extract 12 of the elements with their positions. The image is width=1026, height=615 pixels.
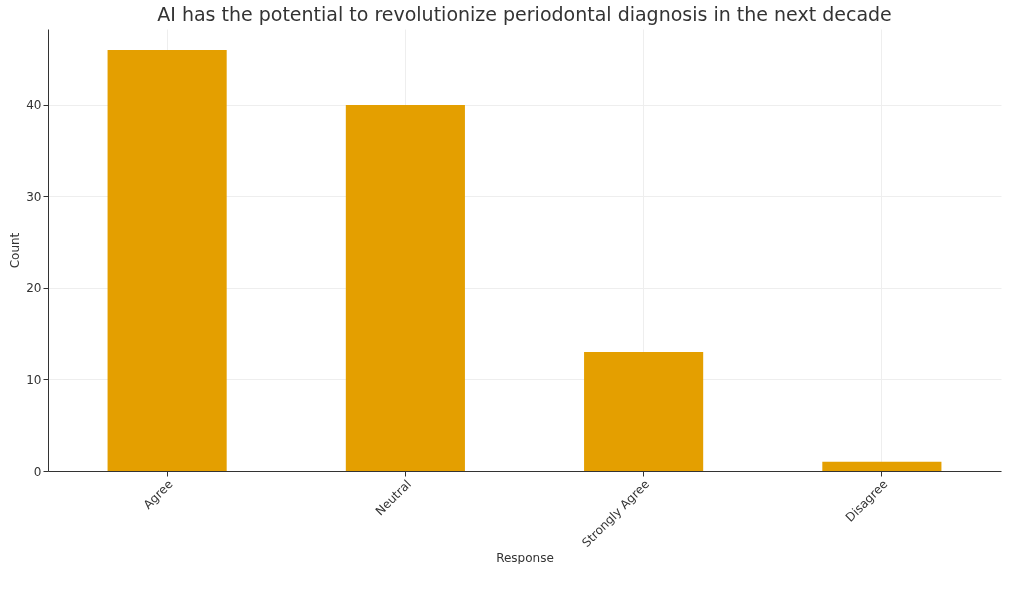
y-axis-title: Count [8,232,23,269]
y-tick-label: 20 [26,281,42,296]
chart-title: AI has the potential to revolutionize periodontal diagnosis in the next decade [157,3,892,25]
bar [107,50,227,471]
y-tick-label: 30 [26,189,42,204]
bar [345,104,465,471]
bar [822,461,942,471]
bar [584,352,704,471]
y-tick-label: 0 [33,464,42,479]
y-tick-label: 40 [26,98,42,113]
y-tick-label: 10 [26,372,42,387]
x-axis-title: Response [496,551,554,566]
